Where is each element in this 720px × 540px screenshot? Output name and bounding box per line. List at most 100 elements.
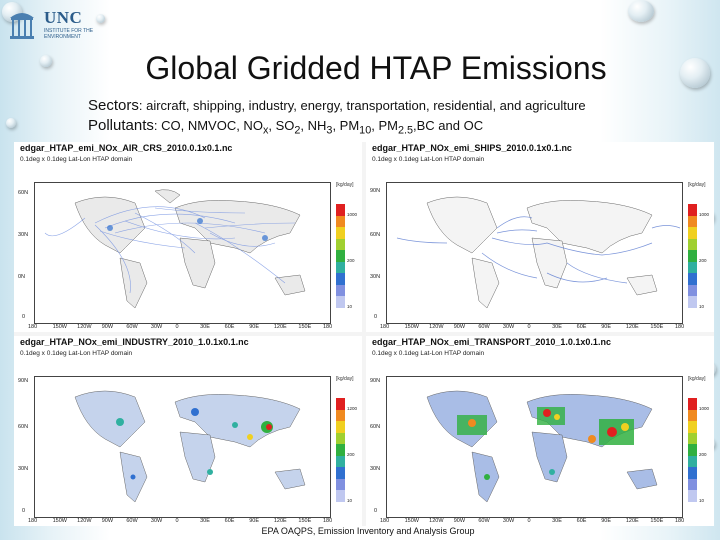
- x-tick-label: 120E: [625, 518, 639, 524]
- panel-title: edgar_HTAP_NOx_emi_INDUSTRY_2010_1.0.1x0…: [20, 337, 249, 347]
- x-tick-label: 120W: [429, 518, 444, 524]
- x-tick-label: 90W: [101, 518, 114, 524]
- y-tick-label: 90N: [18, 378, 29, 384]
- color-bar-label: 1000: [347, 212, 358, 217]
- map-ships: [386, 182, 683, 324]
- old-well-logo-icon: [10, 13, 34, 39]
- color-bar-label: 200: [347, 452, 355, 457]
- color-bar-label: 1000: [699, 212, 710, 217]
- x-tick-label: 180: [675, 518, 685, 524]
- panel-subtitle: 0.1deg x 0.1deg Lat-Lon HTAP domain: [20, 350, 133, 357]
- sectors-label: Sectors: [88, 97, 139, 114]
- x-tick-label: 30W: [150, 324, 163, 330]
- unc-logo: UNC INSTITUTE FOR THE ENVIRONMENT: [8, 6, 108, 42]
- y-tick-label: 0: [22, 314, 26, 320]
- x-tick-label: 120E: [273, 324, 287, 330]
- color-bar-label: 200: [699, 258, 707, 263]
- x-tick-label: 150W: [404, 518, 419, 524]
- x-tick-label: 180: [323, 518, 333, 524]
- x-tick-label: 30E: [552, 518, 562, 524]
- panel-title: edgar_HTAP_NOx_emi_TRANSPORT_2010_1.0.1x…: [372, 337, 611, 347]
- x-tick-label: 180: [28, 324, 38, 330]
- world-map-transport: [426, 390, 658, 503]
- y-tick-label: 30N: [18, 232, 29, 238]
- y-tick-label: 30N: [370, 466, 381, 472]
- x-tick-label: 0: [527, 518, 531, 524]
- x-tick-label: 60W: [478, 518, 490, 524]
- x-tick-label: 30W: [502, 518, 515, 524]
- world-map-industry: [74, 390, 306, 503]
- pollutants-line: Pollutants: CO, NMVOC, NOx, SO2, NH3, PM…: [88, 117, 483, 137]
- unit-label: [kg/day]: [688, 376, 706, 382]
- color-bar-label: 10: [699, 304, 705, 309]
- panel-title: edgar_HTAP_NOx_emi_SHIPS_2010.0.1x0.1.nc: [372, 143, 572, 153]
- color-bar: [688, 398, 697, 502]
- x-tick-label: 60E: [576, 518, 587, 524]
- x-tick-label: 120E: [273, 518, 287, 524]
- x-tick-label: 0: [527, 324, 531, 330]
- x-tick-label: 60W: [126, 518, 138, 524]
- y-tick-label: 0: [22, 508, 26, 514]
- x-tick-label: 90W: [453, 518, 466, 524]
- unit-label: [kg/day]: [336, 376, 354, 382]
- caption: EPA OAQPS, Emission Inventory and Analys…: [261, 526, 475, 536]
- x-tick-label: 60E: [576, 324, 587, 330]
- x-tick-label: 120E: [625, 324, 639, 330]
- x-tick-label: 120W: [77, 324, 92, 330]
- emission-maps-collage: edgar_HTAP_emi_NOx_AIR_CRS_2010.0.1x0.1.…: [14, 142, 714, 526]
- x-tick-label: 150W: [52, 518, 67, 524]
- pollutants-text: : CO, NMVOC, NOx, SO2, NH3, PM10, PM2.5,…: [153, 118, 484, 137]
- x-tick-label: 90E: [249, 324, 260, 330]
- logo-name: UNC: [44, 8, 83, 27]
- sectors-line: Sectors: aircraft, shipping, industry, e…: [88, 97, 586, 114]
- x-tick-label: 180: [323, 324, 333, 330]
- x-tick-label: 150W: [52, 324, 67, 330]
- color-bar-label: 10: [699, 498, 705, 503]
- x-tick-label: 30E: [552, 324, 562, 330]
- x-tick-label: 90W: [453, 324, 466, 330]
- slide-title: Global Gridded HTAP Emissions: [145, 50, 607, 86]
- pollutants-label: Pollutants: [88, 117, 154, 134]
- y-tick-label: 90N: [370, 378, 381, 384]
- x-tick-label: 90E: [249, 518, 260, 524]
- y-tick-label: 60N: [370, 424, 381, 430]
- color-bar: [336, 398, 345, 502]
- y-tick-label: 0N: [18, 274, 26, 280]
- x-tick-label: 0: [175, 518, 179, 524]
- color-bar-label: 1000: [699, 406, 710, 411]
- panel-industry: edgar_HTAP_NOx_emi_INDUSTRY_2010_1.0.1x0…: [14, 336, 362, 526]
- panel-ships: edgar_HTAP_NOx_emi_SHIPS_2010.0.1x0.1.nc…: [366, 142, 714, 332]
- panel-air: edgar_HTAP_emi_NOx_AIR_CRS_2010.0.1x0.1.…: [14, 142, 362, 332]
- map-air: [34, 182, 331, 324]
- panel-subtitle: 0.1deg x 0.1deg Lat-Lon HTAP domain: [20, 156, 133, 163]
- x-tick-label: 150E: [298, 518, 312, 524]
- color-bar: [688, 204, 697, 308]
- x-tick-label: 150E: [650, 324, 664, 330]
- water-drop-decoration: [6, 118, 16, 128]
- y-tick-label: 30N: [370, 274, 381, 280]
- x-tick-label: 150W: [404, 324, 419, 330]
- y-tick-label: 0: [374, 508, 378, 514]
- x-tick-label: 30W: [150, 518, 163, 524]
- x-tick-label: 30E: [200, 324, 210, 330]
- x-tick-label: 120W: [77, 518, 92, 524]
- y-tick-label: 60N: [370, 232, 381, 238]
- x-tick-label: 90W: [101, 324, 114, 330]
- x-tick-label: 180: [380, 518, 390, 524]
- color-bar-label: 10: [347, 304, 353, 309]
- panel-subtitle: 0.1deg x 0.1deg Lat-Lon HTAP domain: [372, 350, 485, 357]
- x-tick-label: 150E: [650, 518, 664, 524]
- x-tick-label: 60E: [224, 518, 235, 524]
- y-tick-label: 60N: [18, 190, 29, 196]
- map-transport: [386, 376, 683, 518]
- water-drop-decoration: [40, 55, 52, 67]
- world-map-ships: [396, 196, 681, 309]
- color-bar: [336, 204, 345, 308]
- y-tick-label: 90N: [370, 188, 381, 194]
- color-bar-label: 200: [347, 258, 355, 263]
- x-tick-label: 90E: [601, 518, 612, 524]
- x-tick-label: 120W: [429, 324, 444, 330]
- x-tick-label: 180: [28, 518, 38, 524]
- panel-transport: edgar_HTAP_NOx_emi_TRANSPORT_2010_1.0.1x…: [366, 336, 714, 526]
- x-tick-label: 30E: [200, 518, 210, 524]
